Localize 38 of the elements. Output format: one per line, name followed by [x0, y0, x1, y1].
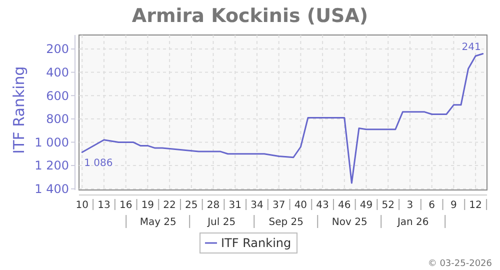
y-axis-title: ITF Ranking — [10, 66, 28, 154]
x-tick-label: 10 — [76, 200, 88, 211]
x-tick-label: 16 — [119, 200, 132, 211]
x-tick-label: 25 — [185, 200, 198, 211]
x-tick-label: 34 — [250, 200, 264, 211]
y-tick-label: 400 — [46, 65, 69, 80]
x2-tick-label: Jul 25 — [206, 217, 236, 228]
y-tick-label: 200 — [46, 42, 69, 56]
legend-label: ITF Ranking — [221, 236, 292, 250]
x-tick-label: 37 — [272, 200, 286, 211]
y-tick-label: 1 400 — [34, 182, 69, 196]
text: © 03-25-2026 — [428, 259, 492, 269]
x-tick-label: 52 — [382, 200, 394, 211]
data-label: 1 086 — [84, 158, 113, 170]
x-tick-label: 19 — [141, 200, 154, 211]
x-tick-label: 43 — [316, 200, 329, 211]
y-tick-label: 1 000 — [34, 135, 69, 150]
y-tick-label: 1 200 — [34, 158, 69, 173]
y-tick-label: 800 — [46, 112, 69, 126]
x-tick-label: 22 — [163, 200, 176, 211]
data-label: 241 — [462, 42, 481, 53]
x-tick-label: 28 — [206, 200, 220, 211]
x2-tick-label: Nov 25 — [332, 217, 368, 228]
x-tick-label: 13 — [98, 200, 110, 211]
x-tick-label: 40 — [294, 200, 308, 211]
y-tick-label: 600 — [46, 88, 69, 103]
x-tick-label: 12 — [469, 200, 482, 211]
x-tick-label: 49 — [360, 200, 373, 211]
x-tick-label: 6 — [428, 200, 436, 211]
line-series — [81, 53, 484, 184]
x-tick-label: 31 — [228, 200, 242, 211]
x2-tick-label: Sep 25 — [268, 217, 304, 228]
x-tick-label: 3 — [406, 200, 414, 211]
chart-title: Armira Kockinis (USA) — [132, 5, 368, 27]
x-tick-label: 9 — [450, 200, 457, 211]
x2-tick-label: May 25 — [140, 217, 176, 228]
x2-tick-label: Jan 26 — [396, 217, 429, 228]
x-tick-label: 46 — [338, 200, 351, 211]
